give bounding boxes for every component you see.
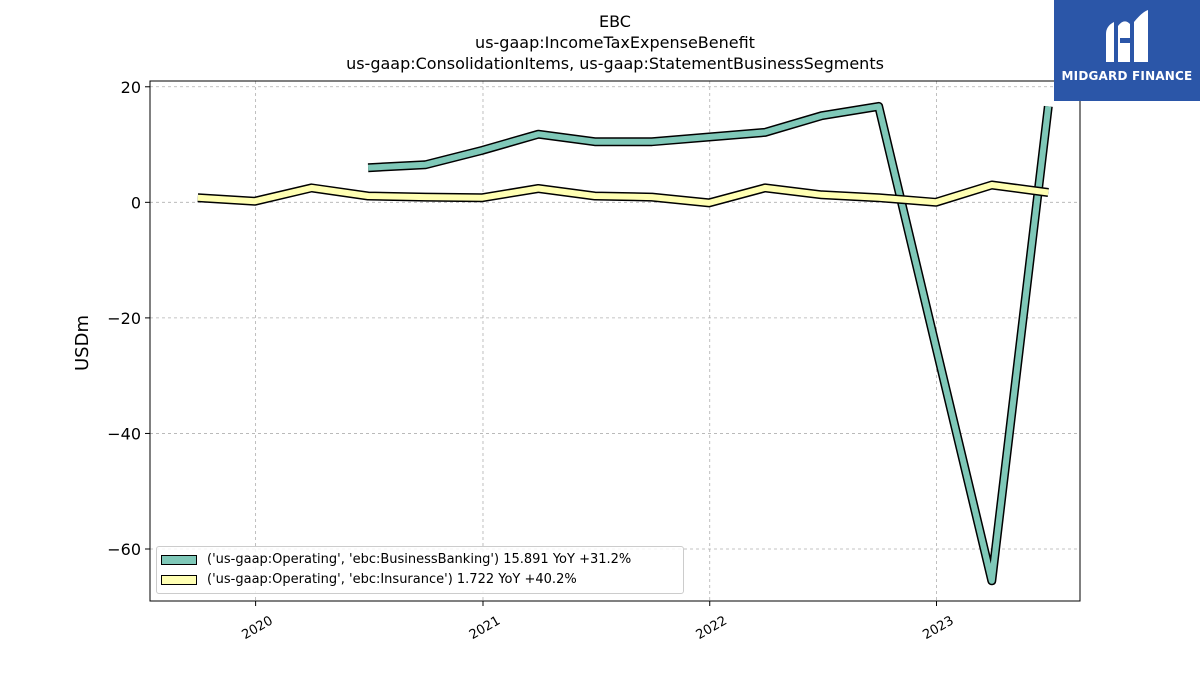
y-axis-label: USDm	[72, 315, 93, 371]
x-tick-label: 2020	[239, 613, 275, 643]
legend-label: ('us-gaap:Operating', 'ebc:Insurance') 1…	[207, 572, 577, 587]
series-outline-0	[367, 101, 1053, 586]
y-tick-label: −40	[107, 424, 141, 443]
x-tick-label: 2021	[467, 613, 503, 643]
chart-subtitle-dimensions: us-gaap:ConsolidationItems, us-gaap:Stat…	[346, 54, 884, 73]
x-tick-label: 2023	[920, 613, 956, 643]
plot-area-frame	[149, 80, 1081, 602]
series-lines	[197, 101, 1053, 586]
x-tick-label: 2022	[694, 613, 730, 643]
legend: ('us-gaap:Operating', 'ebc:BusinessBanki…	[156, 546, 684, 594]
series-line-1	[197, 182, 1049, 206]
logo-text: MIDGARD FINANCE	[1061, 69, 1193, 83]
series-line-0	[367, 103, 1052, 584]
y-tick-label: −20	[107, 309, 141, 328]
legend-label: ('us-gaap:Operating', 'ebc:BusinessBanki…	[207, 552, 632, 567]
grid-lines	[150, 81, 1080, 601]
y-tick-label: −60	[107, 540, 141, 559]
legend-swatch-insurance	[161, 575, 197, 585]
midgard-logo-icon	[1106, 10, 1148, 62]
legend-swatch-business-banking	[161, 555, 197, 565]
midgard-finance-logo: MIDGARD FINANCE	[1054, 0, 1200, 101]
chart-title: EBC	[599, 12, 631, 31]
chart-subtitle-metric: us-gaap:IncomeTaxExpenseBenefit	[475, 33, 755, 52]
y-tick-label: 20	[121, 78, 141, 97]
y-tick-label: 0	[131, 193, 141, 212]
